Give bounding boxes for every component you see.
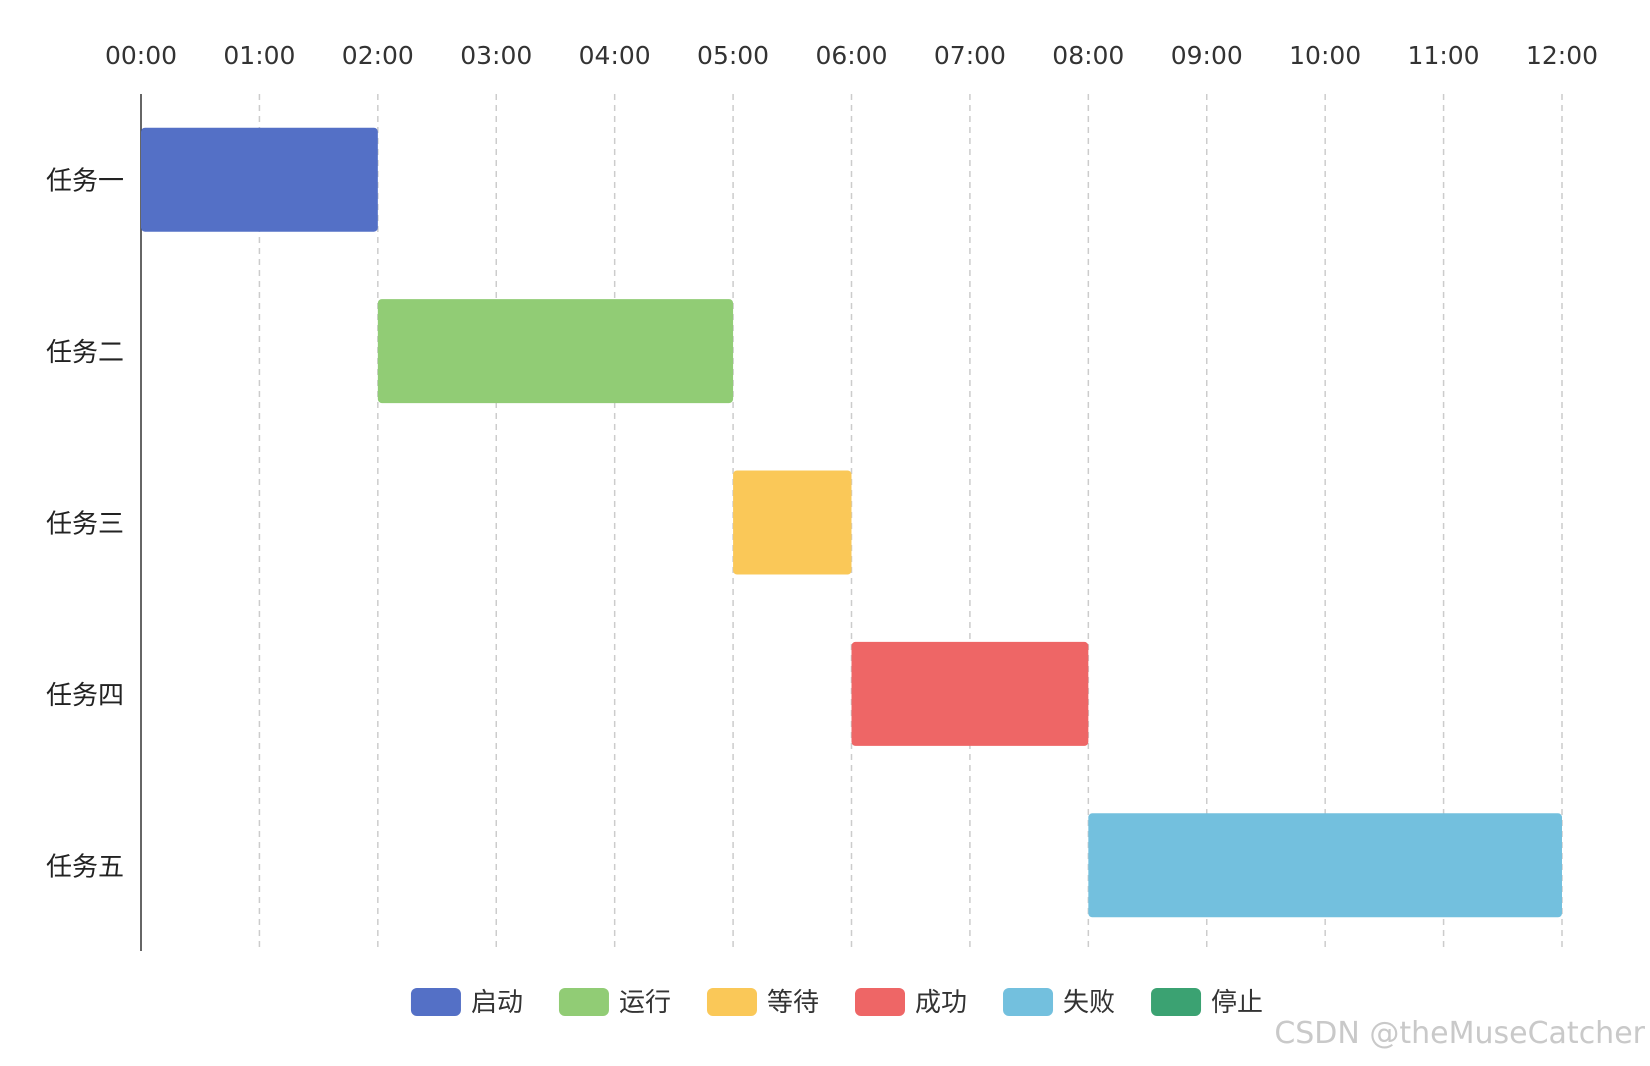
legend-label: 等待: [767, 988, 819, 1018]
y-tick-label: 任务一: [46, 167, 124, 197]
x-tick-label: 03:00: [460, 41, 532, 70]
x-tick-label: 05:00: [697, 41, 769, 70]
y-tick-label: 任务二: [46, 338, 124, 368]
legend: 启动 运行 等待 成功 失败 停止: [410, 988, 1263, 1018]
legend-item[interactable]: 成功: [855, 988, 967, 1018]
legend-label: 运行: [619, 988, 671, 1018]
x-tick-label: 07:00: [934, 41, 1006, 70]
task-bar[interactable]: [1088, 813, 1562, 918]
task-bar[interactable]: [377, 299, 734, 404]
legend-item[interactable]: 运行: [558, 988, 671, 1018]
legend-swatch: [855, 988, 905, 1016]
legend-label: 成功: [915, 988, 967, 1018]
task-bar[interactable]: [141, 127, 378, 232]
x-tick-label: 10:00: [1289, 41, 1361, 70]
y-tick-label: 任务三: [46, 510, 124, 540]
axes: 00:00 01:00 02:00 03:00 04:00 05:00 06:00 07:00…: [46, 41, 1598, 951]
legend-swatch: [1003, 988, 1054, 1016]
y-tick-label: 任务五: [46, 852, 124, 882]
task-bar[interactable]: [851, 641, 1089, 746]
x-tick-label: 02:00: [342, 41, 414, 70]
legend-swatch: [706, 988, 757, 1016]
task-bar[interactable]: [733, 470, 852, 575]
task-bars: [141, 127, 1562, 918]
x-tick-label: 09:00: [1171, 41, 1243, 70]
x-tick-label: 08:00: [1052, 41, 1124, 70]
legend-item[interactable]: 等待: [706, 988, 819, 1018]
legend-label: 停止: [1211, 988, 1263, 1018]
x-tick-label: 11:00: [1408, 41, 1480, 70]
x-tick-label: 04:00: [579, 41, 651, 70]
watermark-text: CSDN @theMuseCatcher: [1274, 1016, 1645, 1051]
x-tick-label: 01:00: [223, 41, 295, 70]
legend-swatch: [558, 988, 609, 1016]
legend-label: 失败: [1063, 988, 1115, 1018]
legend-item[interactable]: 启动: [410, 988, 523, 1018]
legend-item[interactable]: 失败: [1003, 988, 1115, 1018]
y-tick-label: 任务四: [46, 681, 124, 711]
x-tick-label: 12:00: [1526, 41, 1598, 70]
legend-item[interactable]: 停止: [1151, 988, 1263, 1018]
x-tick-label: 06:00: [815, 41, 887, 70]
legend-swatch: [1151, 988, 1202, 1016]
legend-swatch: [410, 988, 461, 1016]
x-tick-label: 00:00: [105, 41, 177, 70]
legend-label: 启动: [471, 988, 523, 1018]
